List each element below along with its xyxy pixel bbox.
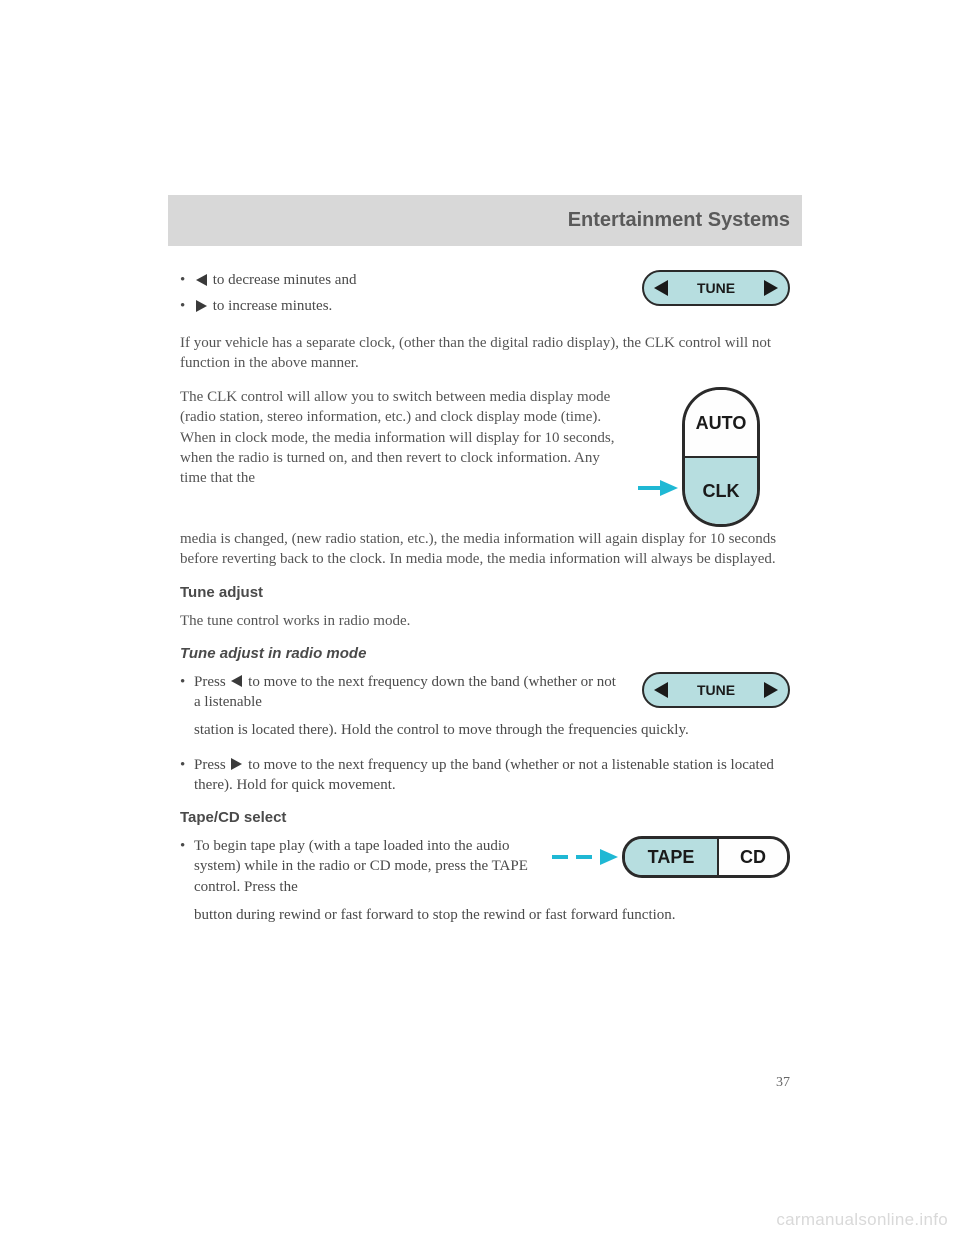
list-item: • to increase minutes.: [180, 296, 624, 316]
bullet-text: station is located there). Hold the cont…: [194, 720, 790, 740]
triangle-right-icon: [231, 758, 242, 770]
list-item: station is located there). Hold the cont…: [180, 720, 790, 740]
bullet-text: button during rewind or fast forward to …: [194, 905, 790, 925]
bullet-text: Press: [194, 674, 226, 690]
list-item: • To begin tape play (with a tape loaded…: [180, 836, 534, 897]
tune-left-icon: [654, 280, 668, 296]
paragraph: The tune control works in radio mode.: [180, 611, 790, 631]
tune-right-icon: [764, 280, 778, 296]
list-item: • to decrease minutes and: [180, 270, 624, 290]
watermark: carmanualsonline.info: [776, 1210, 948, 1230]
bullet-text: Press: [194, 757, 226, 773]
tape-cd-graphic: TAPE CD: [552, 836, 790, 903]
tune-label: TUNE: [697, 682, 735, 698]
tape-label: TAPE: [648, 847, 695, 868]
heading-tune-adjust: Tune adjust: [180, 584, 790, 601]
bullet-text: to decrease minutes and: [213, 272, 357, 288]
tune-button-graphic: TUNE: [642, 672, 790, 719]
tune-left-icon: [654, 682, 668, 698]
page-number: 37: [776, 1075, 790, 1091]
paragraph: If your vehicle has a separate clock, (o…: [180, 333, 790, 374]
bullet-text: To begin tape play (with a tape loaded i…: [194, 836, 534, 897]
list-item: • Press to move to the next frequency up…: [180, 755, 790, 796]
bullet-text: to move to the next frequency up the ban…: [194, 757, 774, 793]
bullet-text: to move to the next frequency down the b…: [194, 674, 616, 710]
tune-button-graphic: TUNE: [642, 270, 790, 323]
heading-tune-radio: Tune adjust in radio mode: [180, 645, 790, 662]
tune-right-icon: [764, 682, 778, 698]
paragraph: media is changed, (new radio station, et…: [180, 529, 790, 570]
section-title: Entertainment Systems: [568, 209, 790, 231]
paragraph: The CLK control will allow you to switch…: [180, 387, 620, 488]
arrow-right-icon: [600, 849, 618, 865]
section-header: Entertainment Systems: [168, 195, 802, 246]
tune-label: TUNE: [697, 280, 735, 296]
cd-label: CD: [740, 847, 766, 868]
auto-clk-graphic: AUTO CLK: [638, 387, 790, 527]
triangle-right-icon: [196, 300, 207, 312]
arrow-right-icon: [660, 480, 678, 496]
bullet-text: to increase minutes.: [213, 298, 333, 314]
triangle-left-icon: [231, 675, 242, 687]
list-item: button during rewind or fast forward to …: [180, 905, 790, 925]
triangle-left-icon: [196, 274, 207, 286]
heading-tape-cd: Tape/CD select: [180, 809, 790, 826]
clk-label: CLK: [703, 481, 740, 502]
list-item: • Press to move to the next frequency do…: [180, 672, 624, 713]
auto-label: AUTO: [696, 413, 747, 434]
